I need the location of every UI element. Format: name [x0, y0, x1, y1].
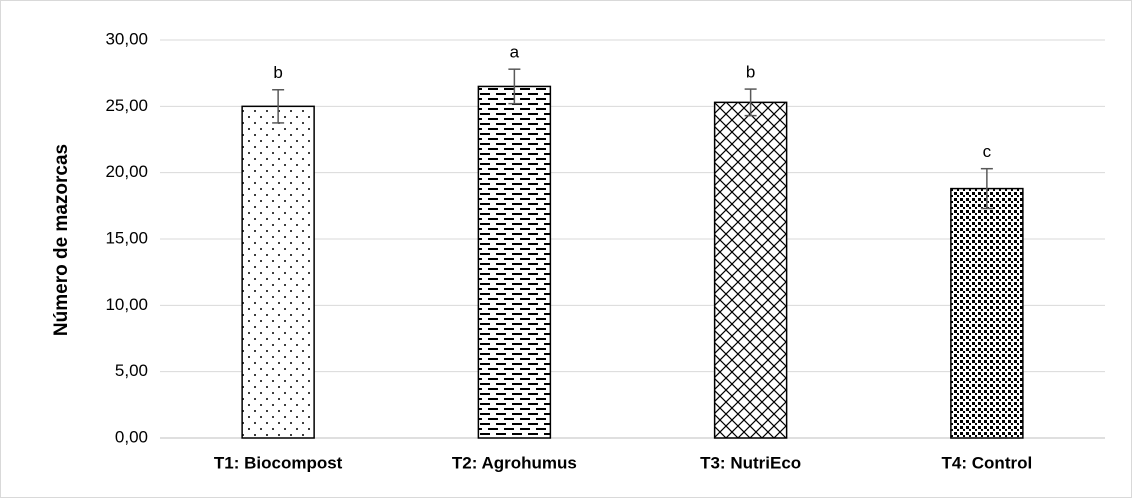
y-tick-label: 25,00	[105, 96, 148, 115]
y-tick-label: 15,00	[105, 228, 148, 247]
y-tick-label: 5,00	[115, 361, 148, 380]
significance-letter: a	[510, 43, 520, 62]
significance-letter: c	[983, 142, 992, 161]
y-tick-label: 20,00	[105, 162, 148, 181]
y-tick-label: 0,00	[115, 427, 148, 446]
significance-letter: b	[746, 63, 755, 82]
y-tick-label: 30,00	[105, 29, 148, 48]
bar	[241, 105, 315, 439]
x-tick-label: T1: Biocompost	[214, 453, 343, 472]
bar	[477, 85, 552, 439]
bar	[950, 187, 1024, 439]
x-tick-label: T2: Agrohumus	[452, 453, 577, 472]
x-tick-label: T3: NutriEco	[700, 453, 801, 472]
significance-letter: b	[273, 63, 282, 82]
x-tick-label: T4: Control	[942, 453, 1033, 472]
bar	[713, 101, 788, 439]
y-axis-label: Número de mazorcas	[51, 144, 72, 336]
y-tick-label: 10,00	[105, 295, 148, 314]
